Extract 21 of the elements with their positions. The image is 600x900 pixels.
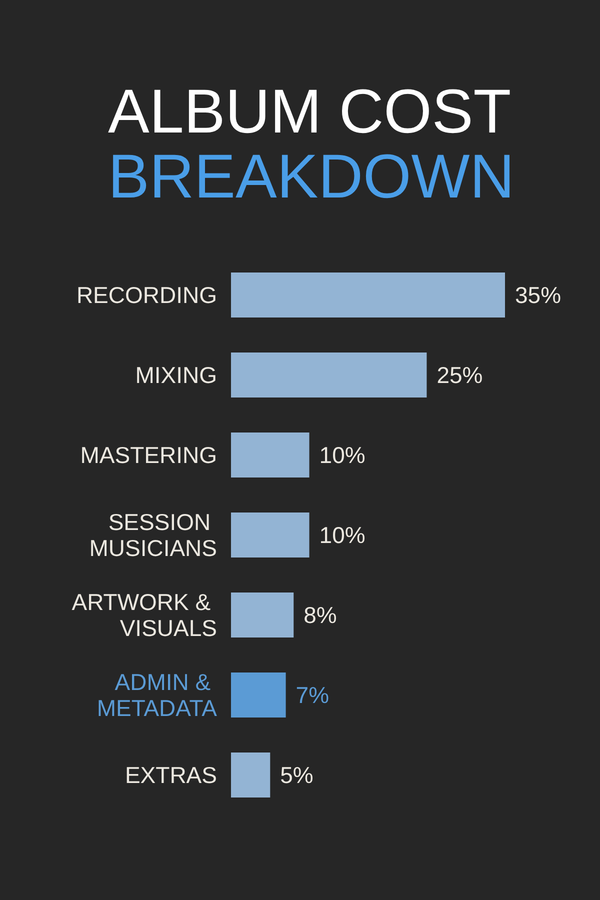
y-tick-label: MIXING (135, 362, 217, 388)
y-tick-label: RECORDING (76, 282, 217, 308)
y-tick-label: ARTWORK & VISUALS (72, 589, 217, 641)
bar (231, 672, 286, 718)
bar (231, 432, 310, 478)
y-tick-label: SESSION MUSICIANS (89, 509, 217, 561)
data-label: 8% (304, 602, 337, 628)
bar (231, 592, 294, 638)
bar (231, 352, 427, 398)
data-label: 25% (436, 362, 483, 388)
y-tick-label: MASTERING (80, 442, 217, 468)
bar (231, 752, 270, 798)
y-tick-label: ADMIN & METADATA (96, 669, 218, 721)
data-label: 5% (280, 762, 314, 788)
data-label: 7% (296, 682, 330, 708)
data-label: 35% (515, 282, 562, 308)
data-label: 10% (319, 442, 366, 468)
bar (231, 512, 310, 558)
y-tick-label: EXTRAS (124, 762, 217, 788)
bar (231, 272, 505, 318)
data-label: 10% (319, 522, 366, 548)
